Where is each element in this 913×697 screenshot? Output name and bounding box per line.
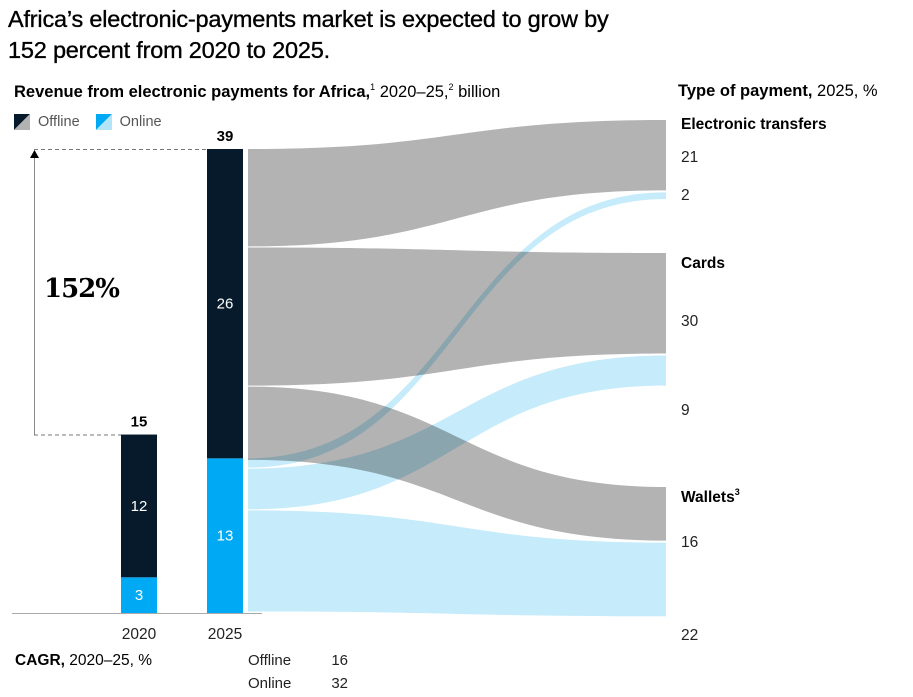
sankey-node-label: Cards xyxy=(681,255,725,272)
flow-offline-electronic-transfers xyxy=(248,120,666,247)
sankey-value-offline: 30 xyxy=(681,313,699,330)
sankey-value-online: 2 xyxy=(681,187,690,204)
cagr-value: 32 xyxy=(331,675,348,692)
flow-online-electronic-transfers xyxy=(248,192,666,468)
legend-label-offline: Offline xyxy=(38,114,80,130)
bar-online-2025 xyxy=(207,458,243,613)
growth-annotation xyxy=(30,149,207,436)
sankey-node-label: Wallets3 xyxy=(681,487,740,506)
bar-offline-2025 xyxy=(207,149,243,459)
cagr-row-online: Online 32 xyxy=(248,675,348,692)
bar-offline-2020 xyxy=(121,434,157,578)
cagr-name: Offline xyxy=(248,652,292,669)
cagr-name: Online xyxy=(248,675,292,692)
offline-swatch-icon xyxy=(14,114,30,130)
flow-offline-wallets xyxy=(248,386,666,541)
bar-total-2025: 39 xyxy=(217,128,234,145)
sankey-value-offline: 21 xyxy=(681,149,699,166)
legend-label-online: Online xyxy=(119,114,162,130)
cagr-label-bold: CAGR, xyxy=(15,652,65,669)
bars: 3 12 15 2020 13 26 39 2025 xyxy=(12,128,262,643)
footnote-3: 3 xyxy=(734,487,740,497)
bar-label-offline-2020: 12 xyxy=(131,498,148,515)
flow-online-wallets xyxy=(248,510,666,617)
sankey-flows xyxy=(248,120,666,617)
legend: Offline Online xyxy=(14,114,178,130)
sankey-title: Type of payment, 2025, % xyxy=(678,82,878,101)
cagr-label-rest: 2020–25, % xyxy=(64,652,152,669)
sankey-title-bold: Type of payment, xyxy=(678,82,813,100)
flow-offline-cards xyxy=(248,247,666,386)
bar-online-2020 xyxy=(121,577,157,613)
growth-percent-label: 152% xyxy=(44,274,120,304)
cagr-value: 16 xyxy=(331,652,348,669)
flow-online-cards xyxy=(248,355,666,510)
online-swatch-icon xyxy=(95,114,112,130)
bar-label-online-2025: 13 xyxy=(217,528,234,545)
sankey-title-rest: 2025, % xyxy=(812,82,878,100)
sankey-value-online: 22 xyxy=(681,627,699,644)
bar-label-online-2020: 3 xyxy=(135,587,143,604)
footnote-2: 2 xyxy=(448,82,454,92)
cagr-label: CAGR, 2020–25, % xyxy=(15,652,152,670)
sankey-value-offline: 16 xyxy=(681,534,699,551)
bar-total-2020: 15 xyxy=(131,414,148,431)
chart-title: Africa’s electronic-payments market is e… xyxy=(8,6,609,63)
x-tick-2020: 2020 xyxy=(122,626,157,643)
footnote-1: 1 xyxy=(370,82,376,92)
chart-subtitle: Revenue from electronic payments for Afr… xyxy=(14,82,500,102)
cagr-row-offline: Offline 16 xyxy=(248,652,348,669)
legend-item-offline: Offline xyxy=(14,114,80,130)
subtitle-range: 2020–25, xyxy=(375,83,449,101)
subtitle-bold: Revenue from electronic payments for Afr… xyxy=(14,83,371,101)
subtitle-unit: billion xyxy=(453,83,501,101)
sankey-value-online: 9 xyxy=(681,402,690,419)
x-tick-2025: 2025 xyxy=(208,626,242,643)
arrow-up-icon xyxy=(30,150,39,158)
bar-label-offline-2025: 26 xyxy=(217,296,234,313)
sankey-node-label: Electronic transfers xyxy=(681,116,827,133)
legend-item-online: Online xyxy=(95,114,162,130)
